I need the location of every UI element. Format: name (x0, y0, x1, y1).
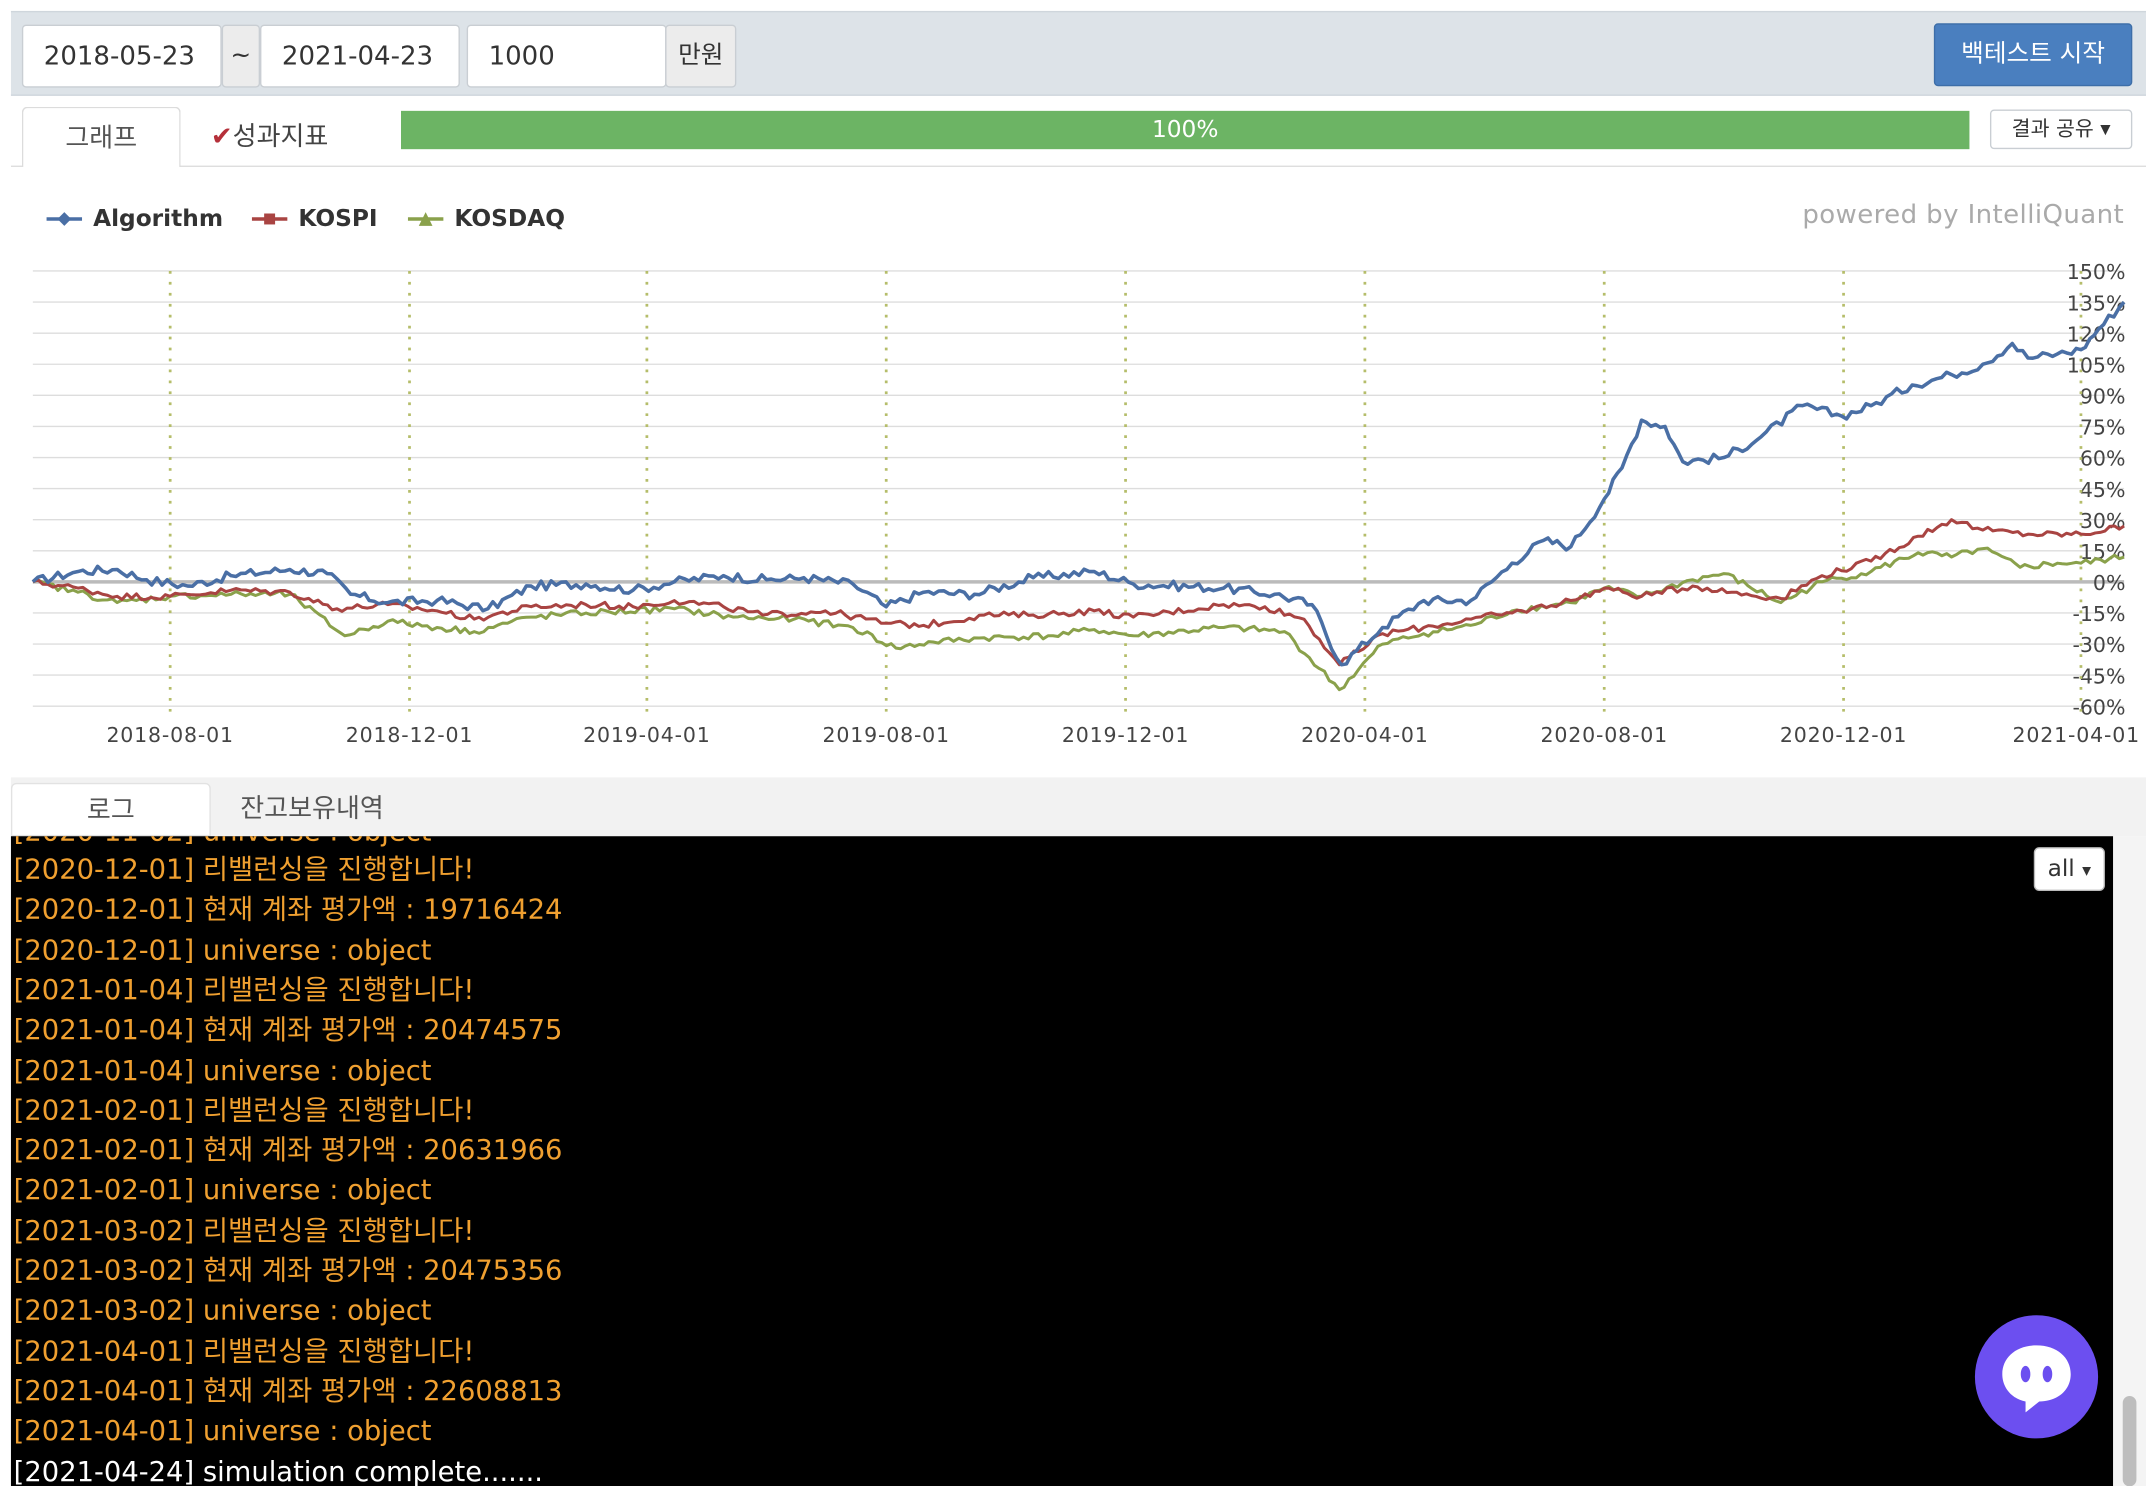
x-tick-label: 2018-08-01 (106, 723, 233, 747)
x-tick-label: 2019-08-01 (822, 723, 949, 747)
log-line: [2021-04-24] simulation complete....... (13, 1454, 543, 1486)
x-tick-label: 2019-04-01 (583, 723, 710, 747)
check-icon: ✔ (210, 121, 233, 152)
legend-line-icon (251, 213, 288, 225)
tab-holdings[interactable]: 잔고보유내역 (216, 783, 408, 836)
log-line: [2021-04-01] 리밸런싱을 진행합니다! (13, 1333, 475, 1367)
capital-unit-label: 만원 (665, 24, 737, 88)
legend-item-kospi[interactable]: KOSPI (251, 205, 378, 233)
log-line: [2020-12-01] 리밸런싱을 진행합니다! (13, 852, 475, 886)
backtest-toolbar: 2018-05-23 ~ 2021-04-23 1000 만원 백테스트 시작 (10, 10, 2146, 96)
result-tabs: 그래프 ✔성과지표 (10, 96, 2146, 169)
log-line: [2021-01-04] 현재 계좌 평가액 : 20474575 (13, 1013, 563, 1046)
start-date-input[interactable]: 2018-05-23 (21, 24, 222, 88)
chart-credit: powered by IntelliQuant (1802, 199, 2125, 230)
legend-item-algorithm[interactable]: Algorithm (46, 205, 224, 233)
caret-down-icon: ▾ (2082, 860, 2092, 882)
tab-performance-label: 성과지표 (232, 121, 329, 152)
x-tick-label: 2020-04-01 (1301, 723, 1428, 747)
log-line: [2021-02-01] universe : object (13, 1173, 432, 1207)
x-tick-label: 2018-12-01 (346, 723, 473, 747)
progress-bar: 100% (401, 110, 1970, 150)
x-tick-label: 2021-04-01 (2013, 723, 2140, 747)
log-line: [2021-01-04] 리밸런싱을 진행합니다! (13, 972, 475, 1006)
console-scrollbar-thumb[interactable] (2122, 1395, 2137, 1486)
log-line: [2021-02-01] 현재 계좌 평가액 : 20631966 (13, 1133, 563, 1167)
y-tick-label: 45% (2080, 478, 2126, 502)
log-line: [2021-03-02] 현재 계좌 평가액 : 20475356 (13, 1253, 563, 1287)
log-line: [2020-12-01] 현재 계좌 평가액 : 19716424 (13, 892, 563, 926)
y-tick-label: 150% (2067, 260, 2126, 284)
chat-bubble-icon (2002, 1345, 2071, 1413)
progress-label: 100% (1151, 116, 1219, 144)
series-line-kospi (32, 518, 2125, 667)
chat-widget-button[interactable] (1974, 1315, 2099, 1439)
log-line: [2020-12-01] universe : object (13, 932, 432, 966)
tab-holdings-label: 잔고보유내역 (240, 793, 384, 824)
y-tick-label: 60% (2080, 447, 2126, 471)
x-tick-label: 2020-08-01 (1541, 723, 1668, 747)
tab-graph-label: 그래프 (65, 123, 138, 154)
share-results-button[interactable]: 결과 공유 ▾ (1989, 109, 2133, 150)
y-tick-label: 135% (2067, 291, 2126, 315)
legend-label: KOSDAQ (454, 205, 566, 233)
y-tick-label: 105% (2067, 353, 2126, 377)
log-line: [2021-03-02] 리밸런싱을 진행합니다! (13, 1213, 475, 1247)
log-line: [2021-02-01] 리밸런싱을 진행합니다! (13, 1093, 475, 1127)
x-tick-label: 2020-12-01 (1780, 723, 1907, 747)
log-tabs: 로그 잔고보유내역 (10, 777, 2146, 837)
tab-performance[interactable]: ✔성과지표 (194, 107, 345, 167)
legend-line-icon (407, 212, 444, 226)
log-filter-select[interactable]: all ▾ (2033, 847, 2105, 891)
tab-graph[interactable]: 그래프 (21, 106, 181, 169)
x-tick-label: 2019-12-01 (1062, 723, 1189, 747)
log-line: [2021-03-02] universe : object (13, 1293, 432, 1327)
legend-label: Algorithm (93, 205, 224, 233)
y-tick-label: 75% (2080, 416, 2126, 440)
date-range-separator: ~ (221, 24, 261, 88)
performance-chart: 150%135%120%105%90%75%60%45%30%15%0%-15%… (31, 260, 2140, 747)
capital-amount-input[interactable]: 1000 (466, 24, 667, 88)
filter-label: all (2047, 855, 2075, 883)
tab-log-label: 로그 (86, 795, 135, 826)
share-label: 결과 공유 (2011, 116, 2094, 141)
end-date-input[interactable]: 2021-04-23 (260, 24, 460, 88)
log-line-partial: [2020-11-02] universe : object (14, 836, 432, 850)
legend-line-icon (46, 212, 83, 226)
start-backtest-button[interactable]: 백테스트 시작 (1933, 23, 2133, 87)
y-tick-label: 0% (2093, 571, 2126, 595)
log-console[interactable]: [2020-11-02] universe : object [2020-12-… (10, 836, 2114, 1486)
caret-down-icon: ▾ (2100, 116, 2111, 141)
console-scrollbar[interactable] (2113, 836, 2146, 1486)
series-line-algorithm (31, 300, 2126, 667)
series-line-kosdaq (32, 546, 2125, 692)
log-line: [2021-04-01] universe : object (13, 1414, 432, 1447)
legend-label: KOSPI (298, 205, 378, 233)
log-line: [2021-04-01] 현재 계좌 평가액 : 22608813 (13, 1373, 563, 1407)
legend-item-kosdaq[interactable]: KOSDAQ (407, 205, 566, 233)
y-tick-label: 90% (2080, 385, 2126, 409)
tab-log[interactable]: 로그 (10, 782, 211, 837)
log-line: [2021-01-04] universe : object (13, 1053, 432, 1086)
